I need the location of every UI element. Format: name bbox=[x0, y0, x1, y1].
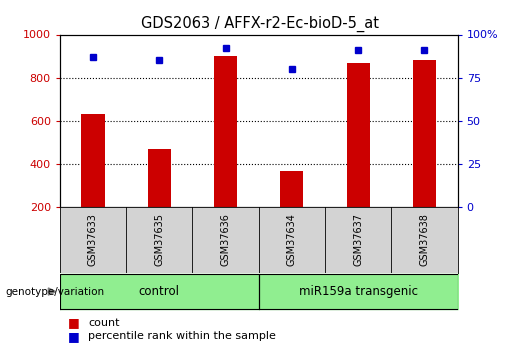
Bar bbox=[413, 60, 436, 207]
Text: count: count bbox=[88, 318, 120, 327]
Text: percentile rank within the sample: percentile rank within the sample bbox=[88, 332, 276, 341]
Text: GSM37638: GSM37638 bbox=[420, 213, 430, 266]
Bar bbox=[280, 171, 304, 207]
Text: GSM37634: GSM37634 bbox=[287, 213, 297, 266]
Text: GSM37635: GSM37635 bbox=[154, 213, 164, 266]
Text: miR159a transgenic: miR159a transgenic bbox=[298, 285, 418, 298]
Text: GSM37636: GSM37636 bbox=[220, 213, 230, 266]
Bar bbox=[214, 56, 237, 207]
Text: genotype/variation: genotype/variation bbox=[5, 287, 105, 296]
Bar bbox=[148, 149, 171, 207]
Text: GSM37633: GSM37633 bbox=[88, 213, 98, 266]
Text: ■: ■ bbox=[68, 330, 80, 343]
Text: GSM37637: GSM37637 bbox=[353, 213, 363, 266]
Text: control: control bbox=[139, 285, 180, 298]
Bar bbox=[81, 114, 105, 207]
Text: GDS2063 / AFFX-r2-Ec-bioD-5_at: GDS2063 / AFFX-r2-Ec-bioD-5_at bbox=[141, 16, 379, 32]
Bar bbox=[346, 62, 370, 207]
Text: ■: ■ bbox=[68, 316, 80, 329]
